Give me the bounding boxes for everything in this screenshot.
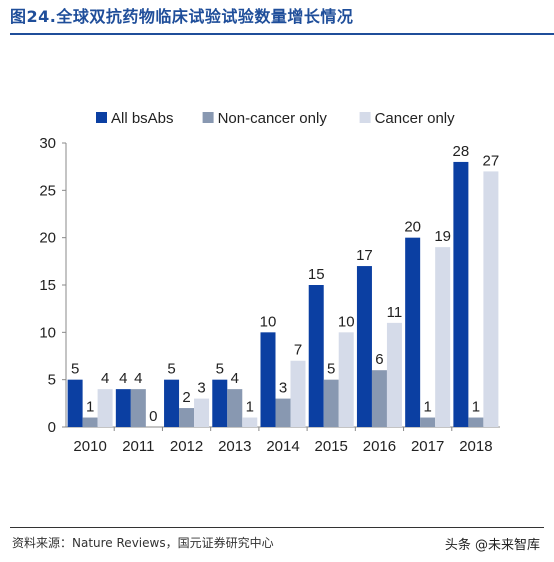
y-tick-label: 0: [48, 419, 56, 436]
y-tick-label: 10: [39, 324, 56, 341]
data-label: 20: [404, 219, 421, 236]
data-label: 11: [387, 304, 403, 321]
data-label: 5: [216, 361, 224, 378]
bar-non-cancer-only-2015: [323, 379, 339, 427]
bar-non-cancer-only-2013: [227, 389, 243, 427]
data-label: 17: [356, 247, 373, 264]
legend-swatch-0: [96, 112, 107, 123]
legend-swatch-2: [359, 112, 371, 123]
x-tick-label: 2014: [266, 438, 299, 455]
data-label: 10: [338, 313, 355, 330]
data-label: 28: [453, 143, 470, 160]
data-label: 3: [197, 380, 205, 397]
data-label: 5: [167, 361, 175, 378]
bar-all-bsabs-2010: [67, 379, 83, 427]
bar-cancer-only-2018: [483, 171, 499, 427]
x-tick-label: 2015: [315, 438, 348, 455]
x-tick-label: 2010: [73, 438, 106, 455]
bar-non-cancer-only-2016: [371, 370, 387, 427]
legend-swatch-1: [202, 112, 214, 123]
x-tick-label: 2012: [170, 438, 203, 455]
bar-all-bsabs-2015: [308, 285, 324, 427]
bar-non-cancer-only-2012: [179, 408, 195, 427]
watermark: 头条 @未来智库: [444, 538, 540, 553]
bar-all-bsabs-2018: [453, 161, 469, 427]
bar-cancer-only-2012: [194, 398, 210, 427]
y-tick-label: 5: [48, 372, 56, 389]
bar-cancer-only-2014: [290, 360, 306, 427]
figure-title: 图24.全球双抗药物临床试验试验数量增长情况: [10, 7, 354, 26]
y-tick-label: 25: [39, 182, 56, 199]
bar-cancer-only-2017: [435, 247, 451, 427]
data-label: 7: [294, 342, 302, 359]
data-label: 4: [231, 370, 239, 387]
legend-label-0: All bsAbs: [111, 110, 174, 127]
bar-non-cancer-only-2010: [82, 417, 98, 427]
bar-chart: All bsAbs Non-cancer only Cancer only05101…: [39, 110, 500, 455]
data-label: 5: [71, 361, 79, 378]
data-label: 5: [327, 361, 335, 378]
bar-all-bsabs-2014: [260, 332, 276, 427]
x-tick-label: 2013: [218, 438, 251, 455]
title-underline: [10, 33, 554, 35]
x-tick-label: 2018: [459, 438, 492, 455]
data-label: 15: [308, 266, 325, 283]
bar-cancer-only-2013: [242, 417, 258, 427]
source-divider: [10, 527, 544, 528]
y-tick-label: 30: [39, 135, 56, 152]
legend-label-2: Cancer only: [375, 110, 456, 127]
bar-all-bsabs-2013: [212, 379, 228, 427]
bar-non-cancer-only-2017: [420, 417, 436, 427]
source-note: 资料来源：Nature Reviews，国元证券研究中心: [12, 536, 274, 550]
x-tick-label: 2011: [122, 438, 154, 455]
data-label: 27: [483, 152, 500, 169]
data-label: 1: [423, 399, 431, 416]
bar-non-cancer-only-2014: [275, 398, 291, 427]
x-tick-label: 2017: [411, 438, 444, 455]
data-label: 4: [101, 370, 109, 387]
data-label: 1: [86, 399, 94, 416]
bar-cancer-only-2016: [386, 322, 402, 427]
bar-all-bsabs-2012: [164, 379, 180, 427]
data-label: 6: [375, 351, 383, 368]
data-label: 4: [119, 370, 127, 387]
bar-all-bsabs-2011: [115, 389, 131, 427]
data-label: 4: [134, 370, 142, 387]
data-label: 19: [434, 228, 451, 245]
y-tick-label: 15: [39, 277, 56, 294]
x-tick-label: 2016: [363, 438, 396, 455]
bar-cancer-only-2015: [338, 332, 354, 427]
data-label: 3: [279, 380, 287, 397]
bar-all-bsabs-2017: [405, 237, 421, 427]
bar-non-cancer-only-2018: [468, 417, 484, 427]
data-label: 1: [472, 399, 480, 416]
data-label: 0: [149, 408, 157, 425]
data-label: 2: [182, 389, 190, 406]
data-label: 1: [246, 399, 254, 416]
bar-all-bsabs-2016: [356, 266, 372, 427]
bar-non-cancer-only-2011: [130, 389, 146, 427]
bar-cancer-only-2010: [97, 389, 113, 427]
legend-label-1: Non-cancer only: [218, 110, 328, 127]
data-label: 10: [260, 313, 277, 330]
y-tick-label: 20: [39, 230, 56, 247]
